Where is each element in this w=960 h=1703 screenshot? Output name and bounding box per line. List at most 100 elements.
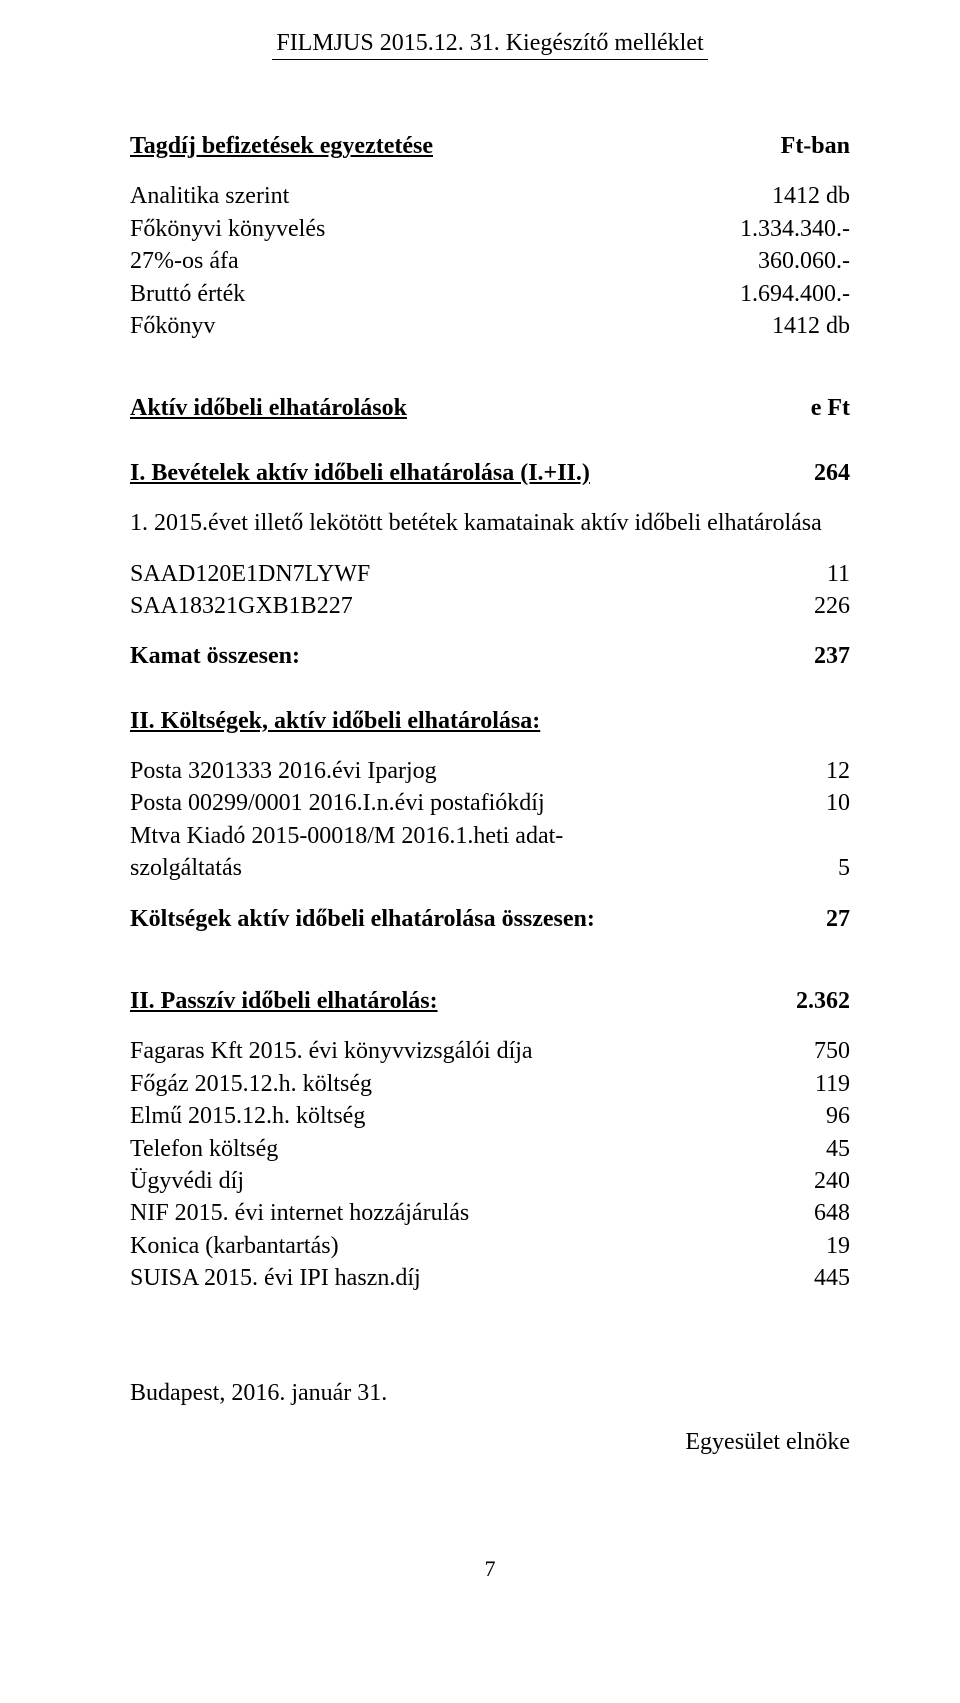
cell-right: 96 [826,1100,850,1132]
cell-right: 5 [838,852,850,884]
cell-left: Elmű 2015.12.h. költség [130,1100,826,1132]
gap [130,673,850,705]
cell-left: 27%-os áfa [130,245,758,277]
table-row: NIF 2015. évi internet hozzájárulás 648 [130,1197,850,1229]
s5-title-left: II. Passzív időbeli elhatárolás: [130,985,796,1017]
cell-left: Fagaras Kft 2015. évi könyvvizsgálói díj… [130,1035,814,1067]
s5-title-right: 2.362 [796,985,850,1017]
cell-right: 10 [826,787,850,819]
s4-sum-left: Költségek aktív időbeli elhatárolása öss… [130,903,826,935]
gap [130,622,850,640]
footer-date: Budapest, 2016. január 31. [130,1377,850,1409]
cell-right: 360.060.- [758,245,850,277]
table-row: Telefon költség 45 [130,1133,850,1165]
gap [130,162,850,180]
header-wrap: FILMJUS 2015.12. 31. Kiegészítő mellékle… [130,30,850,60]
page-header: FILMJUS 2015.12. 31. Kiegészítő mellékle… [272,30,707,60]
s4-sum-right: 27 [826,903,850,935]
cell-right: 119 [815,1068,850,1100]
cell-left: Mtva Kiadó 2015-00018/M 2016.1.heti adat… [130,820,850,852]
s3-title-right: 264 [814,457,850,489]
table-row: Főkönyv 1412 db [130,310,850,342]
table-row: Posta 00299/0001 2016.I.n.évi postafiókd… [130,787,850,819]
s5-title-row: II. Passzív időbeli elhatárolás: 2.362 [130,985,850,1017]
cell-left: Posta 3201333 2016.évi Iparjog [130,755,826,787]
cell-left: SAAD120E1DN7LYWF [130,558,827,590]
s1-title-row: Tagdíj befizetések egyeztetése Ft-ban [130,130,850,162]
cell-left: Posta 00299/0001 2016.I.n.évi postafiókd… [130,787,826,819]
s1-rows: Analitika szerint 1412 db Főkönyvi könyv… [130,180,850,342]
table-row: szolgáltatás 5 [130,852,850,884]
table-row: 27%-os áfa 360.060.- [130,245,850,277]
s3-title-row: I. Bevételek aktív időbeli elhatárolása … [130,457,850,489]
s3-title-left: I. Bevételek aktív időbeli elhatárolása … [130,457,814,489]
s5-rows: Fagaras Kft 2015. évi könyvvizsgálói díj… [130,1035,850,1294]
cell-left: Bruttó érték [130,278,740,310]
table-row: SAAD120E1DN7LYWF 11 [130,558,850,590]
s1-title-left: Tagdíj befizetések egyeztetése [130,130,781,162]
cell-left: szolgáltatás [130,852,838,884]
s3-subtitle-text: 1. 2015.évet illető lekötött betétek kam… [130,507,850,539]
s4-rows: Posta 3201333 2016.évi Iparjog 12 Posta … [130,755,850,885]
s3-rows: SAAD120E1DN7LYWF 11 SAA18321GXB1B227 226 [130,558,850,623]
gap [130,885,850,903]
table-row: Fagaras Kft 2015. évi könyvvizsgálói díj… [130,1035,850,1067]
cell-right: 750 [814,1035,850,1067]
cell-left: SUISA 2015. évi IPI haszn.díj [130,1262,814,1294]
s4-title: II. Költségek, aktív időbeli elhatárolás… [130,705,850,737]
s2-title-right: e Ft [811,392,850,424]
table-row: Elmű 2015.12.h. költség 96 [130,1100,850,1132]
cell-right: 19 [826,1230,850,1262]
cell-right: 45 [826,1133,850,1165]
cell-left: Telefon költség [130,1133,826,1165]
gap [130,737,850,755]
page-number: 7 [130,1556,850,1582]
cell-left: Analitika szerint [130,180,772,212]
gap [130,425,850,457]
gap [130,1295,850,1345]
cell-right: 11 [827,558,850,590]
cell-right: 1412 db [772,310,850,342]
s2-title-row: Aktív időbeli elhatárolások e Ft [130,392,850,424]
table-row: Főgáz 2015.12.h. költség 119 [130,1068,850,1100]
s1-title-right: Ft-ban [781,130,850,162]
s3-sum-right: 237 [814,640,850,672]
cell-left: SAA18321GXB1B227 [130,590,814,622]
cell-right: 1.334.340.- [740,213,850,245]
table-row: Bruttó érték 1.694.400.- [130,278,850,310]
gap [130,1017,850,1035]
cell-left: NIF 2015. évi internet hozzájárulás [130,1197,814,1229]
table-row: Analitika szerint 1412 db [130,180,850,212]
s3-sum-left: Kamat összesen: [130,640,814,672]
gap [130,540,850,558]
cell-left: Ügyvédi díj [130,1165,814,1197]
table-row: SAA18321GXB1B227 226 [130,590,850,622]
gap [130,1345,850,1377]
s4-sum-row: Költségek aktív időbeli elhatárolása öss… [130,903,850,935]
page-container: FILMJUS 2015.12. 31. Kiegészítő mellékle… [0,0,960,1642]
footer-signature: Egyesület elnöke [130,1429,850,1456]
cell-right: 1412 db [772,180,850,212]
gap [130,342,850,392]
cell-left: Főkönyvi könyvelés [130,213,740,245]
cell-right: 240 [814,1165,850,1197]
table-row: Konica (karbantartás) 19 [130,1230,850,1262]
cell-right: 226 [814,590,850,622]
s3-subtitle: 1. 2015.évet illető lekötött betétek kam… [130,507,850,539]
cell-right: 1.694.400.- [740,278,850,310]
table-row: SUISA 2015. évi IPI haszn.díj 445 [130,1262,850,1294]
cell-right: 12 [826,755,850,787]
cell-right: 648 [814,1197,850,1229]
cell-left: Konica (karbantartás) [130,1230,826,1262]
table-row: Ügyvédi díj 240 [130,1165,850,1197]
cell-left: Főkönyv [130,310,772,342]
cell-left: Főgáz 2015.12.h. költség [130,1068,815,1100]
table-row: Mtva Kiadó 2015-00018/M 2016.1.heti adat… [130,820,850,852]
footer-date-row: Budapest, 2016. január 31. [130,1377,850,1409]
s2-title-left: Aktív időbeli elhatárolások [130,392,811,424]
cell-right: 445 [814,1262,850,1294]
gap [130,489,850,507]
table-row: Főkönyvi könyvelés 1.334.340.- [130,213,850,245]
s3-sum-row: Kamat összesen: 237 [130,640,850,672]
s4-title-row: II. Költségek, aktív időbeli elhatárolás… [130,705,850,737]
